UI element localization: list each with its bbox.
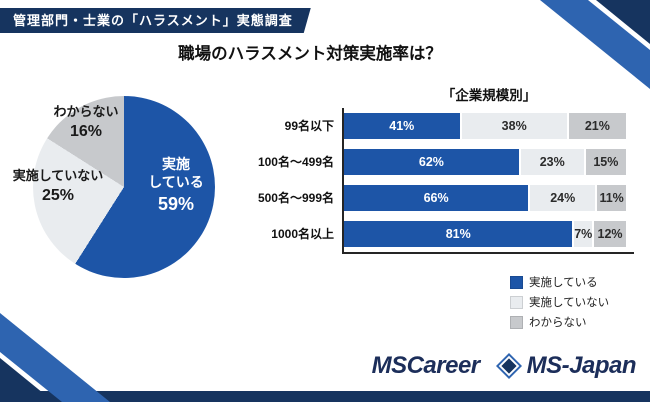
top-right-corner-triangle <box>596 0 650 44</box>
banner: 管理部門・士業の「ハラスメント」実態調査 <box>0 8 311 33</box>
bar-segment: 24% <box>528 185 596 211</box>
bar-plot-area: 41% 38% 21% 62% 23% 15% 66% 24% 11% 81% 7% 12% <box>342 108 634 254</box>
pie-label-pct: 25% <box>41 187 75 205</box>
bar-segment: 12% <box>592 221 626 247</box>
pie-label-pct: 59% <box>157 194 195 214</box>
bottom-strip <box>0 391 650 402</box>
bar-segment: 15% <box>583 149 626 175</box>
bar-category-label: 99名以下 <box>284 119 334 133</box>
bar-category-label: 100名〜499名 <box>257 155 334 169</box>
pie-label-text: 実施していない <box>12 168 104 183</box>
footer-logos: MSCareer MS-Japan <box>371 352 637 380</box>
legend-item: 実施していない <box>510 294 634 310</box>
pie-label-text: わからない <box>53 104 119 119</box>
bar-chart-title: 「企業規模別」 <box>441 88 537 103</box>
mscareer-logo: MSCareer <box>371 352 481 379</box>
bar-row: 41% 38% 21% <box>344 113 626 139</box>
bar-category-label: 500名〜999名 <box>257 191 334 205</box>
page-title: 職場のハラスメント対策実施率は？ <box>178 45 442 63</box>
bar-category-labels: 99名以下 100名〜499名 500名〜999名 1000名以上 <box>238 108 342 254</box>
bar-segment: 21% <box>566 113 626 139</box>
bar-segment: 7% <box>572 221 592 247</box>
legend-item: 実施している <box>510 274 634 290</box>
bar-row: 66% 24% 11% <box>344 185 626 211</box>
legend-swatch <box>510 315 523 329</box>
bar-chart: 「企業規模別」 99名以下 100名〜499名 500名〜999名 1000名以上 4… <box>238 84 634 330</box>
pie-label-pct: 16% <box>69 123 103 141</box>
banner-text: 管理部門・士業の「ハラスメント」実態調査 <box>13 13 293 28</box>
legend-swatch <box>510 295 523 309</box>
bar-category-label: 1000名以上 <box>271 227 334 241</box>
legend-swatch <box>510 275 523 289</box>
pie-label-jisshi: 実施 している 59% <box>130 156 222 216</box>
bottom-left-corner-triangle <box>0 358 54 402</box>
pie-label-wakaranai: わからない 16% <box>28 104 144 142</box>
legend-item: わからない <box>510 314 634 330</box>
pie-label-text: している <box>148 173 204 190</box>
bar-segment: 23% <box>518 149 584 175</box>
bar-row: 62% 23% 15% <box>344 149 626 175</box>
ms-japan-diamond-icon <box>495 353 522 379</box>
legend: 実施している 実施していない わからない <box>510 274 634 330</box>
legend-label: わからない <box>529 317 587 329</box>
pie-chart <box>33 96 215 278</box>
legend-label: 実施している <box>529 277 598 289</box>
bottom-left-band <box>0 313 110 402</box>
ms-japan-logo-group: MS-Japan <box>495 352 637 380</box>
pie-label-mijisshi: 実施していない 25% <box>0 168 116 206</box>
pie-label-text: 実施 <box>162 156 190 172</box>
bar-chart-body: 99名以下 100名〜499名 500名〜999名 1000名以上 41% 38% 21%… <box>238 108 634 254</box>
bar-segment: 62% <box>344 149 519 175</box>
ms-japan-logo: MS-Japan <box>526 352 637 379</box>
bar-row: 81% 7% 12% <box>344 221 626 247</box>
bar-segment: 41% <box>344 113 460 139</box>
legend-label: 実施していない <box>529 297 610 309</box>
bar-segment: 81% <box>344 221 573 247</box>
bar-segment: 38% <box>459 113 567 139</box>
bar-segment: 66% <box>344 185 529 211</box>
bar-segment: 11% <box>595 185 626 211</box>
